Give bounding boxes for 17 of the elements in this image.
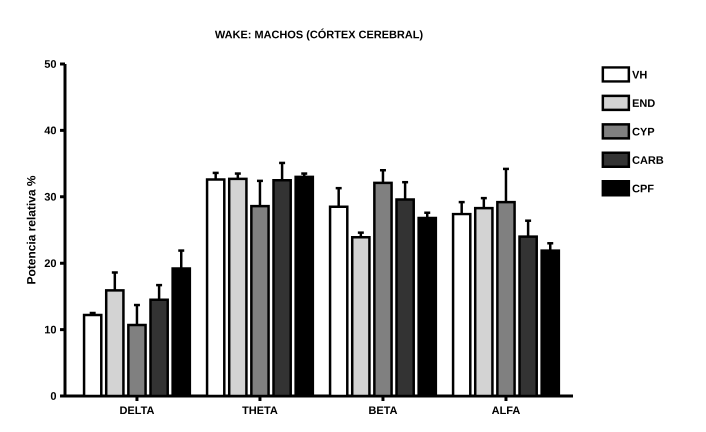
y-tick-label: 10 [44,326,56,334]
y-tick-label: 20 [44,259,56,268]
legend-label: END [632,99,655,107]
x-tick-label: BETA [369,406,398,414]
x-tick-label: THETA [242,406,278,414]
y-axis-title: Potencia relativa % [26,176,36,284]
legend-label: CARB [632,156,664,164]
x-tick-label: ALFA [492,406,520,414]
y-tick-label: 0 [50,392,56,400]
legend-label: CPF [632,184,654,192]
x-tick-label: DELTA [120,406,154,414]
legend-label: CYP [632,128,654,136]
y-tick-label: 40 [44,126,56,134]
y-tick-label: 30 [44,192,56,201]
y-tick-label: 50 [44,60,56,68]
legend-label: VH [632,70,647,78]
chart-title: WAKE: MACHOS (CÓRTEX CEREBRAL) [214,28,423,40]
